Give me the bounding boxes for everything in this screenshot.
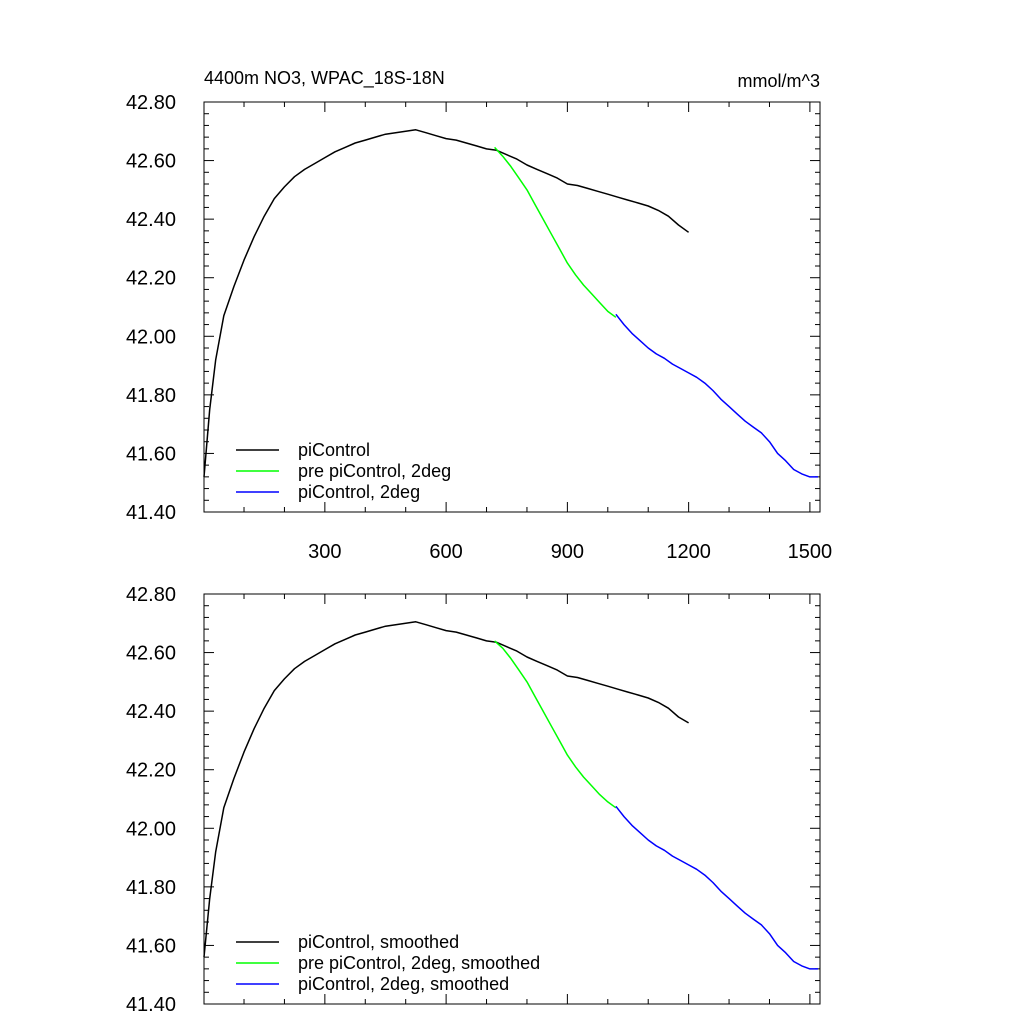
- legend-label: piControl: [298, 440, 370, 460]
- y-tick-label: 42.80: [126, 584, 176, 606]
- x-tick-label: 1200: [666, 541, 711, 563]
- legend-label: pre piControl, 2deg: [298, 461, 451, 481]
- legend-label: pre piControl, 2deg, smoothed: [298, 953, 540, 973]
- x-tick-label: 600: [429, 541, 462, 563]
- y-tick-label: 42.40: [126, 209, 176, 231]
- y-tick-label: 41.80: [126, 385, 176, 407]
- y-tick-label: 42.20: [126, 268, 176, 290]
- series-line-0: [203, 129, 690, 477]
- y-tick-label: 42.00: [126, 818, 176, 840]
- y-tick-label: 41.80: [126, 877, 176, 899]
- x-tick-label: 300: [308, 541, 341, 563]
- y-tick-label: 42.40: [126, 701, 176, 723]
- y-tick-label: 41.60: [126, 443, 176, 465]
- x-tick-label: 1500: [788, 541, 833, 563]
- y-tick-label: 42.60: [126, 151, 176, 173]
- units-label: mmol/m^3: [738, 71, 820, 91]
- series-line-0: [203, 621, 689, 958]
- x-tick-label: 900: [551, 541, 584, 563]
- y-tick-label: 42.00: [126, 326, 176, 348]
- plot-frame: [203, 593, 821, 1005]
- lower-panel: 41.40 41.60 41.80 42.00 42.20 42.40 42.60 42.80…: [126, 584, 821, 1016]
- y-tick-label: 42.20: [126, 760, 176, 782]
- legend-label: piControl, smoothed: [298, 932, 459, 952]
- y-tick-label: 42.80: [126, 92, 176, 114]
- y-tick-label: 41.40: [126, 502, 176, 524]
- series-line-2: [615, 805, 818, 970]
- chart-title: 4400m NO3, WPAC_18S-18N: [204, 68, 445, 89]
- series-line-1: [494, 640, 617, 809]
- plot-frame: [203, 101, 821, 513]
- series-line-1: [494, 146, 617, 318]
- y-tick-label: 41.40: [126, 994, 176, 1016]
- legend-label: piControl, 2deg, smoothed: [298, 974, 509, 994]
- y-tick-label: 42.60: [126, 643, 176, 665]
- y-tick-label: 41.60: [126, 935, 176, 957]
- legend-label: piControl, 2deg: [298, 482, 420, 502]
- upper-panel: 4400m NO3, WPAC_18S-18N mmol/m^3 41.40 41…: [126, 68, 832, 563]
- series-line-2: [615, 313, 818, 478]
